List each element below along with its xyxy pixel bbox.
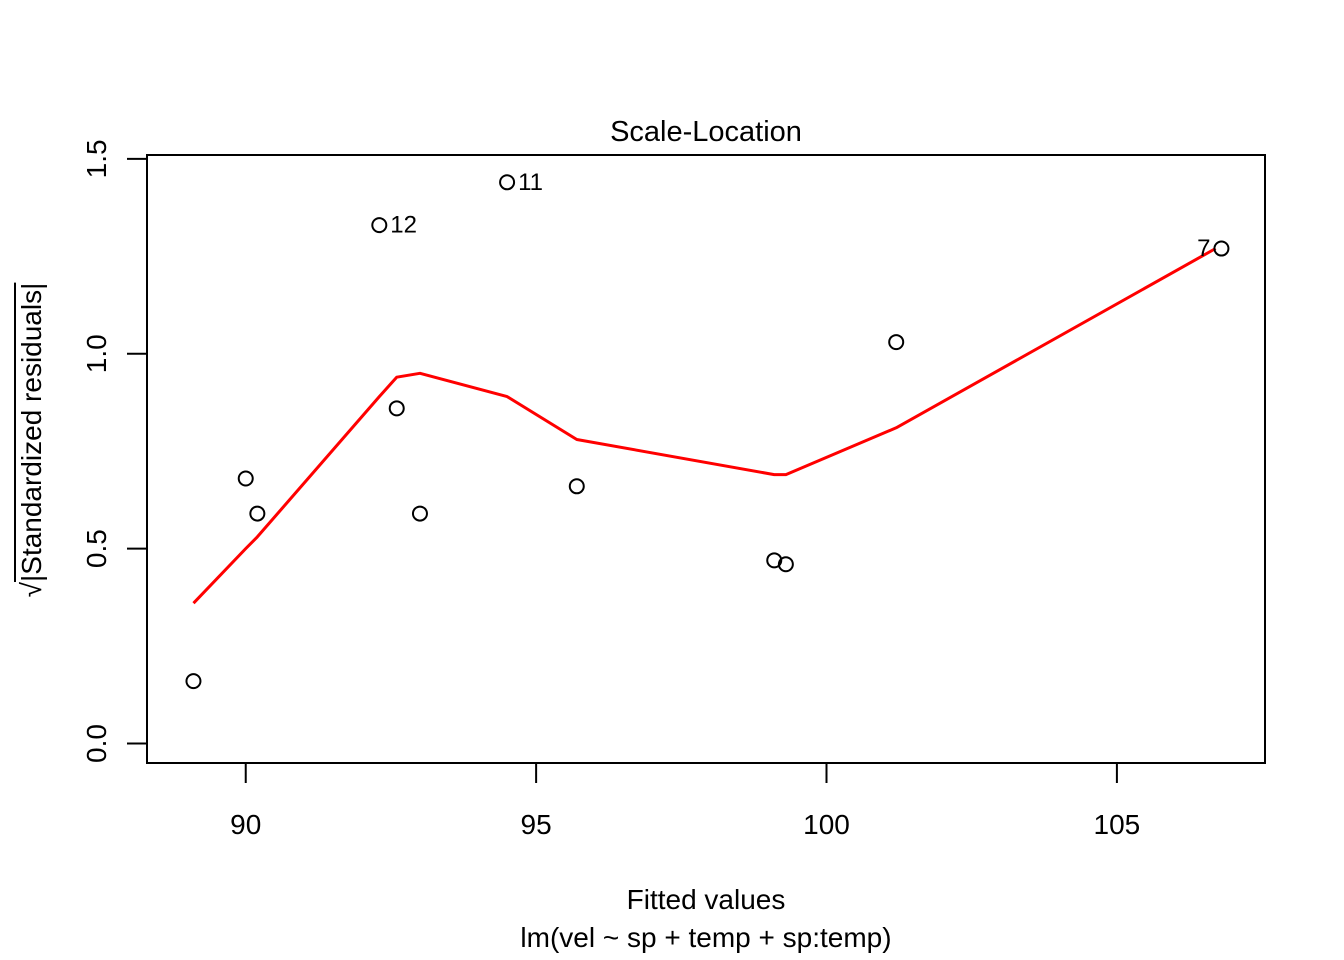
data-point (499, 174, 516, 191)
x-tick-label: 95 (521, 809, 552, 840)
y-tick-label: 1.0 (81, 334, 112, 373)
data-point (237, 470, 254, 487)
data-point (371, 217, 388, 234)
lowess-smooth-line (192, 247, 1217, 605)
smooth-line (192, 247, 1217, 605)
y-axis-label-text: |Standardized residuals| (16, 282, 47, 583)
data-point (185, 673, 202, 690)
x-tick-label: 90 (230, 809, 261, 840)
x-axis-ticks: 90 95 100 105 (230, 763, 1140, 840)
data-point (568, 478, 585, 495)
y-tick-label: 0.0 (81, 724, 112, 763)
data-point (1213, 240, 1230, 257)
plot-title: Scale-Location (610, 116, 802, 148)
data-point (388, 400, 405, 417)
point-label: 12 (390, 212, 417, 239)
x-axis-label: Fitted values (627, 884, 786, 915)
point-label: 7 (1197, 235, 1210, 262)
model-call-label: lm(vel ~ sp + temp + sp:temp) (520, 922, 891, 953)
x-tick-label: 100 (803, 809, 850, 840)
data-point (888, 334, 905, 351)
data-point (777, 556, 794, 573)
sqrt-radical-symbol: √ (16, 582, 47, 598)
point-label: 11 (518, 169, 543, 196)
data-point (249, 505, 266, 522)
x-tick-label: 105 (1094, 809, 1141, 840)
y-tick-label: 0.5 (81, 529, 112, 568)
data-points (185, 174, 1230, 690)
y-axis-ticks: 0.0 0.5 1.0 1.5 (81, 139, 147, 763)
y-axis-label: √|Standardized residuals| (16, 283, 48, 598)
y-tick-label: 1.5 (81, 139, 112, 178)
outlier-point-labels: 12 11 7 (390, 169, 1210, 262)
data-point (411, 505, 428, 522)
plot-frame (146, 154, 1266, 764)
